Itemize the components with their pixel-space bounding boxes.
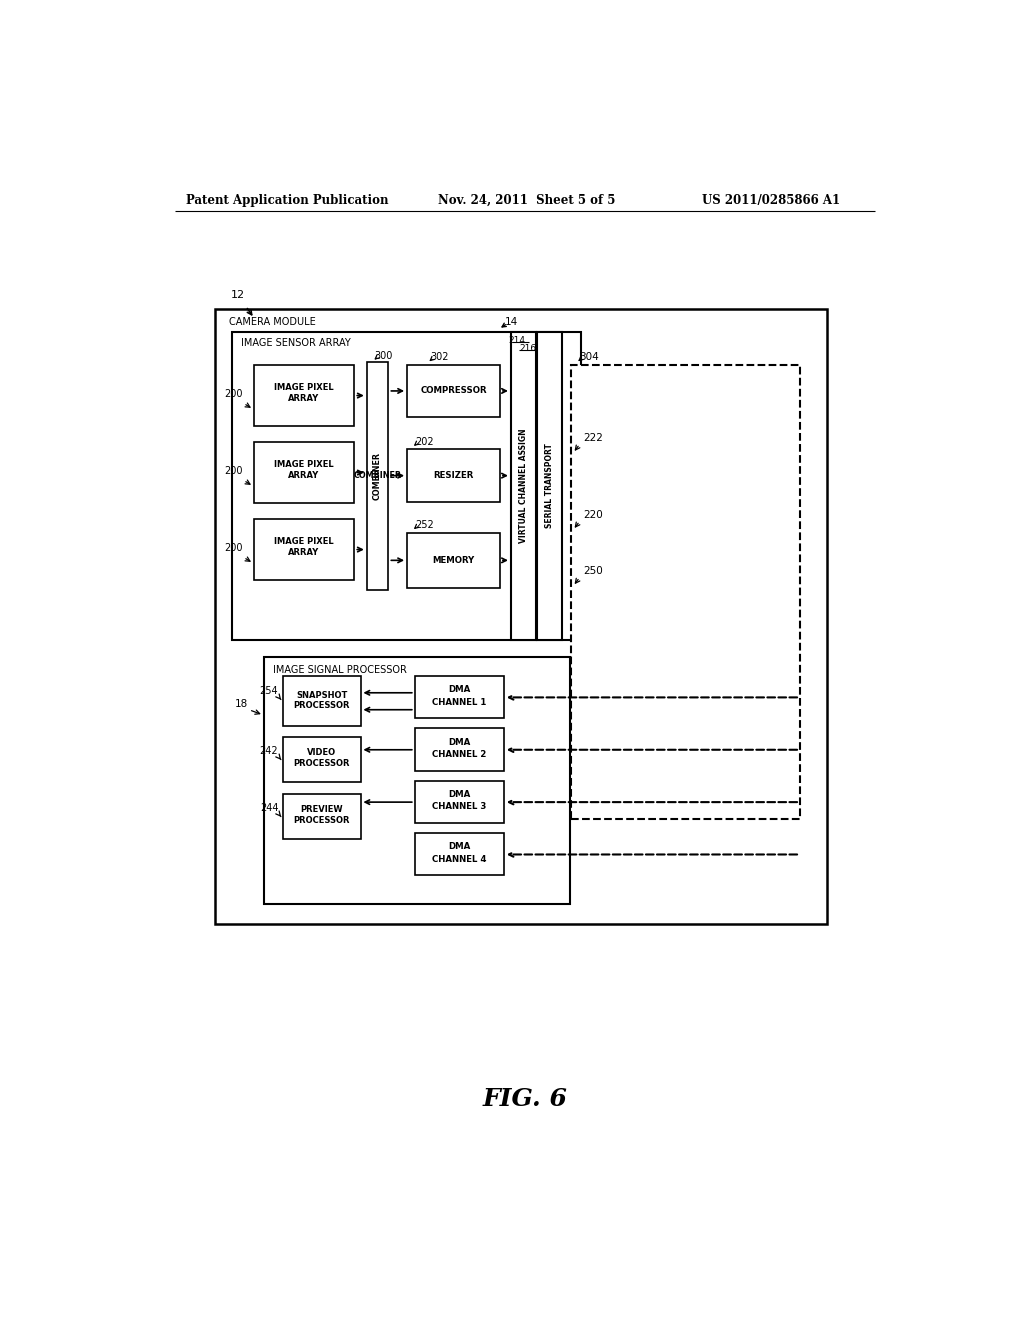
Text: IMAGE PIXEL: IMAGE PIXEL: [274, 537, 334, 546]
Bar: [407, 364, 500, 417]
Text: 304: 304: [579, 352, 599, 362]
Bar: [415, 833, 504, 875]
Text: CHANNEL 3: CHANNEL 3: [432, 803, 486, 812]
Bar: [283, 676, 360, 726]
Bar: [415, 676, 504, 718]
Bar: [407, 533, 500, 589]
Text: 302: 302: [430, 352, 449, 362]
Bar: [367, 363, 388, 590]
Text: CAMERA MODULE: CAMERA MODULE: [228, 317, 315, 326]
Text: PREVIEW: PREVIEW: [300, 805, 343, 814]
Text: CHANNEL 2: CHANNEL 2: [432, 750, 486, 759]
Text: 200: 200: [224, 543, 243, 553]
Bar: [407, 450, 500, 502]
Bar: [215, 309, 827, 924]
Text: COMBINER: COMBINER: [353, 471, 401, 480]
Text: DMA: DMA: [447, 789, 470, 799]
Text: Patent Application Publication: Patent Application Publication: [186, 194, 389, 207]
Text: FIG. 6: FIG. 6: [482, 1088, 567, 1111]
Text: 214: 214: [509, 337, 525, 346]
Text: PROCESSOR: PROCESSOR: [294, 816, 350, 825]
Text: CHANNEL 4: CHANNEL 4: [432, 854, 486, 863]
Text: IMAGE SENSOR ARRAY: IMAGE SENSOR ARRAY: [241, 338, 351, 348]
Bar: [415, 729, 504, 771]
Bar: [263, 657, 569, 904]
Text: Nov. 24, 2011  Sheet 5 of 5: Nov. 24, 2011 Sheet 5 of 5: [438, 194, 615, 207]
Text: DMA: DMA: [447, 842, 470, 851]
Text: SERIAL TRANSPORT: SERIAL TRANSPORT: [545, 444, 554, 528]
Text: ARRAY: ARRAY: [289, 471, 319, 480]
Text: SNAPSHOT: SNAPSHOT: [296, 690, 347, 700]
Text: 216: 216: [519, 345, 537, 352]
Text: 200: 200: [224, 389, 243, 399]
Bar: [231, 331, 581, 640]
Bar: [571, 364, 800, 818]
Text: 14: 14: [505, 317, 518, 326]
Text: 300: 300: [375, 351, 393, 360]
Text: IMAGE SIGNAL PROCESSOR: IMAGE SIGNAL PROCESSOR: [273, 665, 407, 675]
Text: DMA: DMA: [447, 738, 470, 747]
Text: US 2011/0285866 A1: US 2011/0285866 A1: [701, 194, 840, 207]
Text: MEMORY: MEMORY: [432, 556, 475, 565]
Bar: [254, 364, 354, 426]
Text: COMBINER: COMBINER: [373, 451, 382, 500]
Text: 18: 18: [234, 698, 248, 709]
Text: 222: 222: [583, 433, 603, 444]
Text: IMAGE PIXEL: IMAGE PIXEL: [274, 383, 334, 392]
Bar: [283, 795, 360, 840]
Text: ARRAY: ARRAY: [289, 548, 319, 557]
Text: VIRTUAL CHANNEL ASSIGN: VIRTUAL CHANNEL ASSIGN: [519, 428, 527, 543]
Bar: [538, 331, 562, 640]
Bar: [511, 331, 536, 640]
Text: PROCESSOR: PROCESSOR: [294, 701, 350, 710]
Text: DMA: DMA: [447, 685, 470, 694]
Bar: [254, 519, 354, 581]
Text: 12: 12: [231, 290, 245, 301]
Text: ARRAY: ARRAY: [289, 395, 319, 403]
Bar: [415, 780, 504, 822]
Text: 242: 242: [260, 746, 279, 756]
Text: 202: 202: [415, 437, 433, 446]
Text: 252: 252: [415, 520, 433, 529]
Text: IMAGE PIXEL: IMAGE PIXEL: [274, 461, 334, 470]
Bar: [283, 738, 360, 781]
Text: 220: 220: [583, 510, 603, 520]
Text: 244: 244: [260, 804, 279, 813]
Text: COMPRESSOR: COMPRESSOR: [420, 387, 486, 396]
Text: VIDEO: VIDEO: [307, 748, 336, 758]
Text: RESIZER: RESIZER: [433, 471, 474, 480]
Text: PROCESSOR: PROCESSOR: [294, 759, 350, 768]
Text: 200: 200: [224, 466, 243, 477]
Bar: [254, 442, 354, 503]
Text: 254: 254: [260, 686, 279, 696]
Text: 250: 250: [583, 566, 603, 576]
Text: CHANNEL 1: CHANNEL 1: [432, 697, 486, 706]
